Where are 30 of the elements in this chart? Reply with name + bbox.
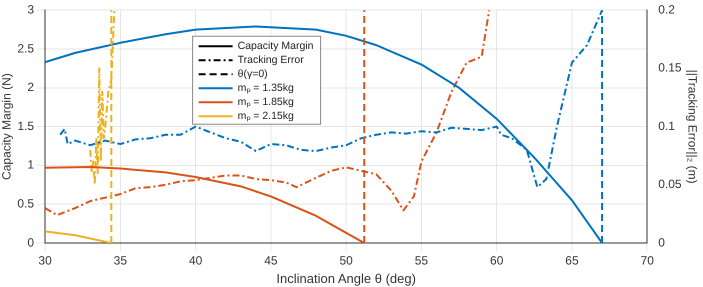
legend-label: Tracking Error	[238, 54, 304, 66]
y-tick-label: 2	[27, 80, 34, 94]
y-tick-label: 1	[27, 158, 34, 172]
y2-axis-title: ||Tracking Error||₂ (m)	[685, 70, 700, 184]
legend-label: Capacity Margin	[238, 40, 314, 52]
y-tick-label: 2.5	[17, 41, 34, 56]
y2-tick-label: 0.15	[658, 60, 682, 75]
y-tick-label: 1.5	[17, 118, 34, 133]
legend-label: mₚ = 2.15kg	[238, 110, 294, 122]
y-axis-title: Capacity Margin (N)	[0, 73, 14, 180]
legend-label: θ(γ=0)	[238, 68, 268, 80]
x-axis-title: Inclination Angle θ (deg)	[276, 270, 416, 286]
y-tick-label: 0	[27, 235, 34, 250]
x-tick-label: 65	[565, 254, 579, 268]
x-tick-label: 60	[490, 254, 504, 268]
y-tick-label: 3	[27, 2, 34, 17]
x-tick-label: 55	[414, 254, 428, 268]
legend-label: mₚ = 1.35kg	[238, 82, 294, 94]
x-tick-label: 30	[38, 254, 52, 268]
y2-tick-label: 0.1	[658, 118, 676, 133]
legend-label: mₚ = 1.85kg	[238, 96, 294, 108]
y2-tick-label: 0.05	[658, 177, 682, 192]
y2-tick-label: 0.2	[658, 2, 676, 17]
x-tick-label: 35	[114, 254, 128, 268]
x-tick-label: 40	[188, 254, 203, 268]
x-tick-label: 45	[264, 254, 278, 268]
y-tick-label: 0.5	[17, 196, 34, 211]
x-tick-label: 70	[640, 254, 654, 268]
y2-tick-label: 0	[658, 235, 666, 250]
x-tick-label: 50	[339, 254, 354, 268]
